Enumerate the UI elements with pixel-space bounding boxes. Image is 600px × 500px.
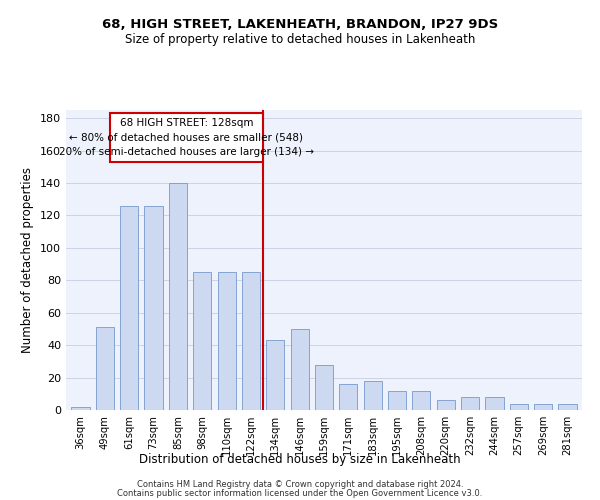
Bar: [242, 272, 260, 410]
Bar: [218, 272, 236, 410]
Bar: [193, 272, 211, 410]
Y-axis label: Number of detached properties: Number of detached properties: [22, 167, 34, 353]
Bar: [388, 390, 406, 410]
Text: 68, HIGH STREET, LAKENHEATH, BRANDON, IP27 9DS: 68, HIGH STREET, LAKENHEATH, BRANDON, IP…: [102, 18, 498, 30]
FancyBboxPatch shape: [110, 113, 263, 162]
Bar: [315, 364, 333, 410]
Text: 20% of semi-detached houses are larger (134) →: 20% of semi-detached houses are larger (…: [59, 148, 314, 158]
Text: ← 80% of detached houses are smaller (548): ← 80% of detached houses are smaller (54…: [70, 132, 304, 142]
Text: Distribution of detached houses by size in Lakenheath: Distribution of detached houses by size …: [139, 452, 461, 466]
Bar: [71, 407, 90, 410]
Text: Contains public sector information licensed under the Open Government Licence v3: Contains public sector information licen…: [118, 489, 482, 498]
Bar: [266, 340, 284, 410]
Bar: [485, 397, 503, 410]
Bar: [339, 384, 358, 410]
Bar: [120, 206, 139, 410]
Bar: [509, 404, 528, 410]
Bar: [145, 206, 163, 410]
Bar: [534, 404, 552, 410]
Bar: [437, 400, 455, 410]
Text: Contains HM Land Registry data © Crown copyright and database right 2024.: Contains HM Land Registry data © Crown c…: [137, 480, 463, 489]
Bar: [461, 397, 479, 410]
Bar: [364, 381, 382, 410]
Bar: [558, 404, 577, 410]
Bar: [412, 390, 430, 410]
Text: 68 HIGH STREET: 128sqm: 68 HIGH STREET: 128sqm: [120, 118, 253, 128]
Bar: [96, 328, 114, 410]
Bar: [290, 329, 309, 410]
Bar: [169, 183, 187, 410]
Text: Size of property relative to detached houses in Lakenheath: Size of property relative to detached ho…: [125, 32, 475, 46]
